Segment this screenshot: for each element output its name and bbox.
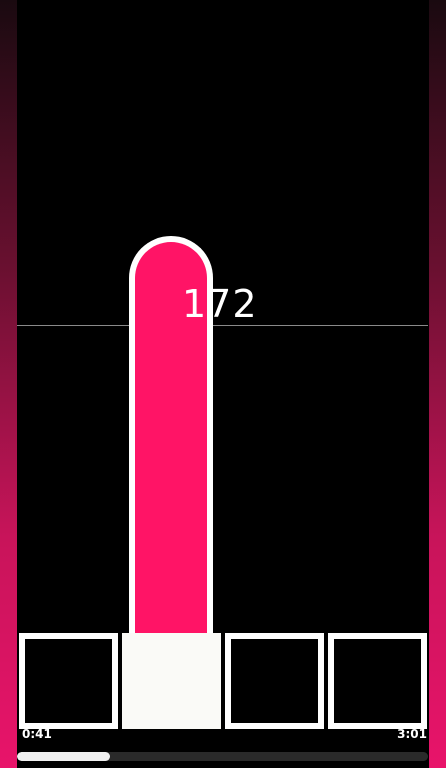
tile-row: [19, 633, 427, 729]
tile-3[interactable]: [225, 633, 324, 729]
tile-4[interactable]: [328, 633, 427, 729]
left-edge-gradient: [0, 0, 17, 768]
tile-2[interactable]: [122, 633, 221, 729]
time-total: 3:01: [397, 727, 427, 741]
game-stage[interactable]: 172 0:41 3:01: [17, 0, 428, 768]
time-elapsed: 0:41: [22, 727, 52, 741]
score-counter: 172: [182, 282, 258, 326]
target-line: [17, 325, 428, 326]
tile-1[interactable]: [19, 633, 118, 729]
right-edge-gradient: [429, 0, 446, 768]
progress-bar[interactable]: [17, 752, 428, 761]
power-meter-bar: [129, 236, 213, 636]
progress-fill: [17, 752, 111, 761]
